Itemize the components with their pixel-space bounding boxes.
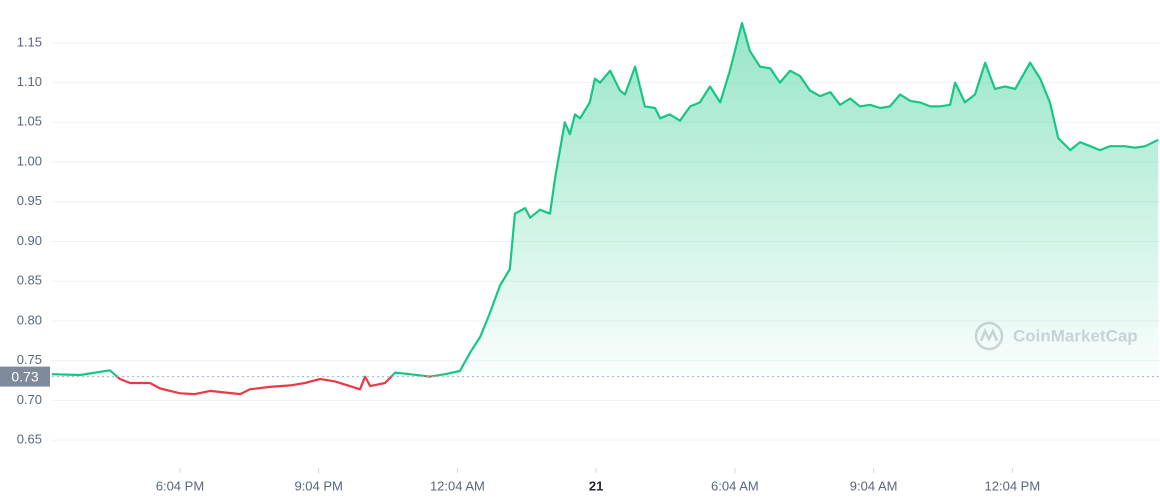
x-tick-label: 12:04 PM	[985, 478, 1041, 493]
area	[52, 23, 1159, 377]
watermark-text: CoinMarketCap	[1013, 326, 1138, 345]
x-tick-label: 21	[589, 478, 603, 493]
reference-badge	[0, 366, 50, 387]
y-tick-label: 1.05	[17, 114, 42, 129]
y-tick-label: 0.90	[17, 233, 42, 248]
x-tick-label: 9:04 PM	[294, 478, 342, 493]
y-tick-label: 1.00	[17, 153, 42, 168]
x-tick-label: 6:04 AM	[711, 478, 759, 493]
y-tick-label: 0.75	[17, 352, 42, 367]
y-tick-label: 1.10	[17, 74, 42, 89]
y-tick-label: 0.95	[17, 193, 42, 208]
reference-label: 0.73	[11, 368, 38, 384]
y-tick-label: 0.80	[17, 312, 42, 327]
x-tick-label: 12:04 AM	[430, 478, 485, 493]
price-line	[51, 21, 1159, 396]
x-tick-label: 9:04 AM	[850, 478, 898, 493]
y-tick-label: 1.15	[17, 34, 42, 49]
x-tick-label: 6:04 PM	[156, 478, 204, 493]
y-tick-label: 0.85	[17, 273, 42, 288]
y-tick-label: 0.65	[17, 432, 42, 447]
y-tick-label: 0.70	[17, 392, 42, 407]
watermark: CoinMarketCap	[974, 321, 1138, 351]
